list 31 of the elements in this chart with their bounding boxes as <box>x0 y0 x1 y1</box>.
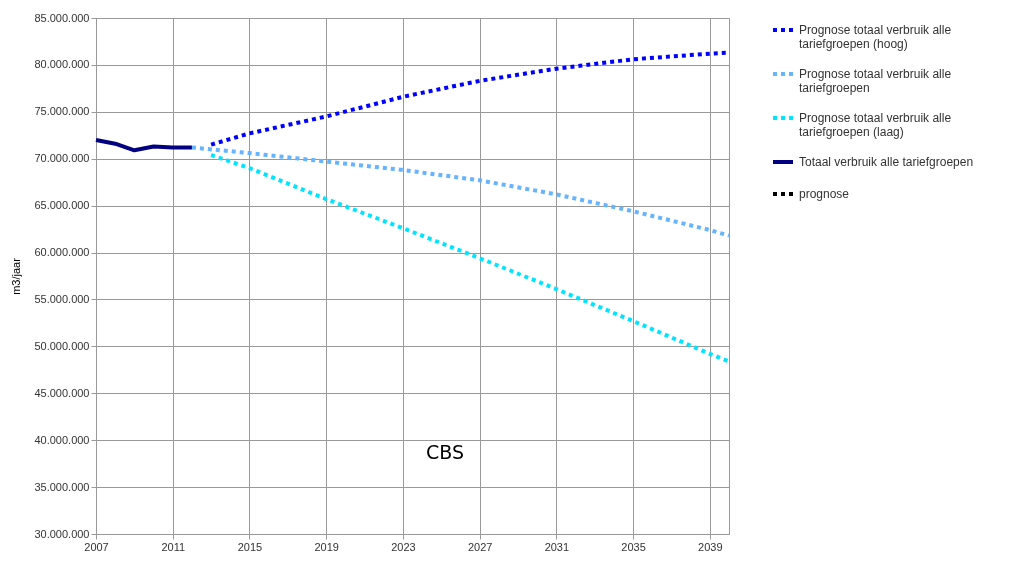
line-series <box>94 137 194 153</box>
y-tick-label: 70.000.000 <box>34 152 90 165</box>
legend-label: Prognose totaal verbruik alle tariefgroepen (laag) <box>799 111 952 139</box>
y-tick-label: 50.000.000 <box>34 339 90 352</box>
x-tick-label: 2039 <box>698 540 723 553</box>
legend-label: prognose <box>799 187 850 201</box>
x-tick-label: 2035 <box>621 540 646 553</box>
annotation: CBS <box>426 441 465 463</box>
x-tick-label: 2019 <box>314 540 339 553</box>
x-tick-label: 2027 <box>467 540 493 553</box>
y-tick-label: 45.000.000 <box>34 386 90 399</box>
line-series <box>189 145 731 238</box>
legend-label: Totaal verbruik alle tariefgroepen <box>799 155 974 169</box>
y-tick-label: 85.000.000 <box>34 11 90 24</box>
y-tick-label: 65.000.000 <box>34 199 90 212</box>
y-axis-title: m3/jaar <box>10 257 23 295</box>
legend-label: Prognose totaal verbruik alle tariefgroepen (hoog) <box>799 23 952 51</box>
legend-label: Prognose totaal verbruik alle tariefgroepen <box>799 67 952 95</box>
y-tick-label: 35.000.000 <box>34 480 90 493</box>
line-series <box>209 152 731 364</box>
y-tick-label: 55.000.000 <box>34 292 90 305</box>
y-tick-label: 60.000.000 <box>34 246 90 259</box>
y-tick-label: 80.000.000 <box>34 58 90 71</box>
x-tick-label: 2011 <box>161 540 186 553</box>
y-tick-label: 75.000.000 <box>34 105 90 118</box>
x-tick-label: 2007 <box>84 540 109 553</box>
y-tick-label: 30.000.000 <box>34 527 90 540</box>
x-tick-label: 2031 <box>544 540 570 553</box>
x-tick-label: 2015 <box>237 540 263 553</box>
x-tick-label: 2023 <box>391 540 416 553</box>
y-tick-label: 40.000.000 <box>34 433 90 446</box>
